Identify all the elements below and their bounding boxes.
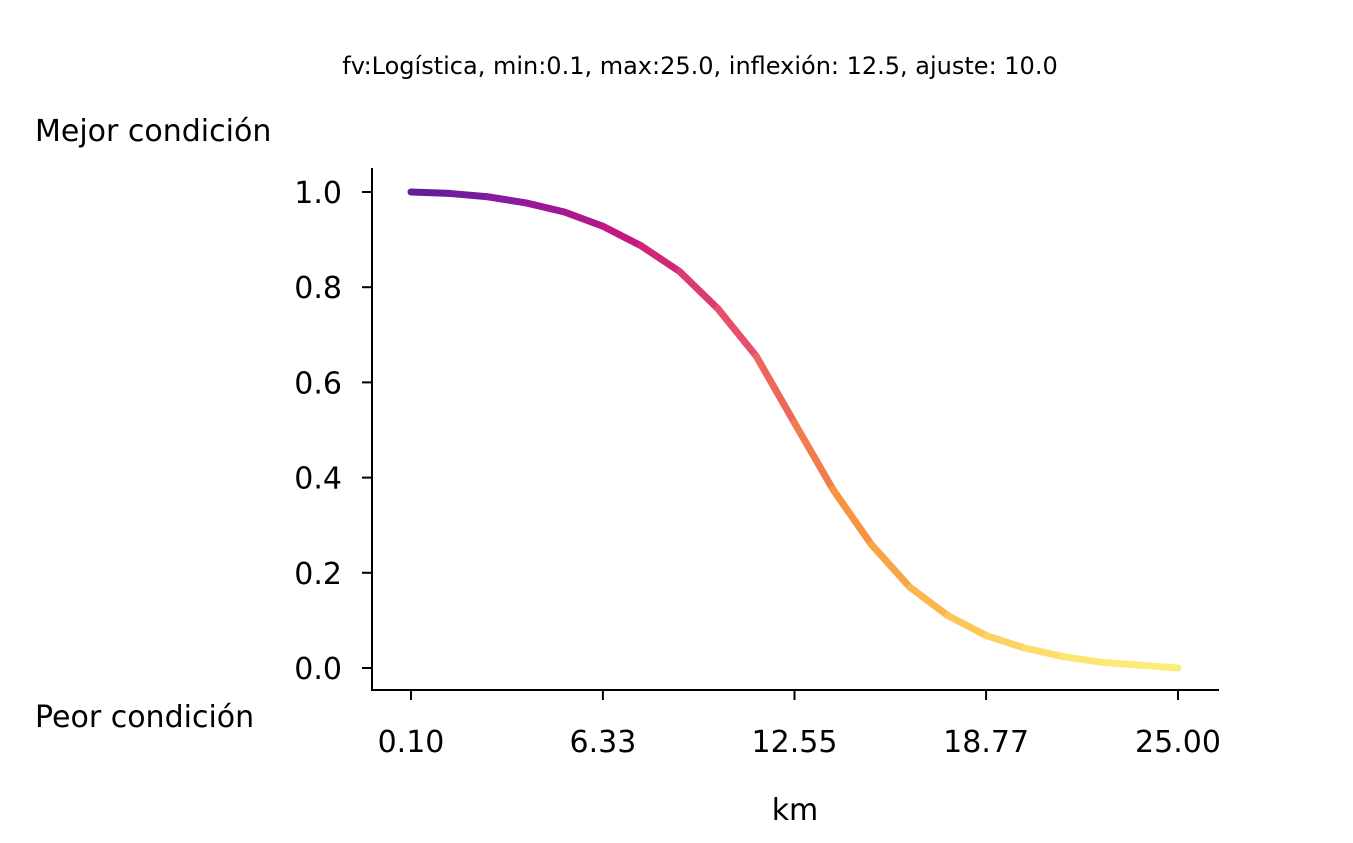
y-tick-label: 0.8 [294,271,342,306]
curve-segment [1136,661,1182,672]
curve-segment [867,540,914,591]
curve-segment [446,189,492,201]
curve-segment [407,188,454,197]
curve-segment [944,612,990,640]
curve-segment [829,486,875,548]
y-tick-label: 0.2 [294,557,342,592]
curve-segment [752,352,798,427]
curve-segment [637,242,684,275]
curve-segment [599,222,645,250]
curve-segment [484,193,530,207]
chart-title: fv:Logística, min:0.1, max:25.0, inflexi… [342,52,1057,80]
y-label-top: Mejor condición [35,114,271,149]
y-label-bottom: Peor condición [35,700,254,735]
x-tick-label: 25.00 [1135,725,1221,760]
curve-segment [1021,644,1067,661]
curve-segment [560,208,607,230]
curve-segment [982,632,1029,652]
x-axis-label: km [772,793,819,828]
y-tick-label: 0.0 [294,652,342,687]
y-tick-label: 0.6 [294,366,342,401]
curve-segment [522,199,568,216]
curve-segment [791,419,837,493]
series-line [407,188,1182,672]
curve-segment [1059,653,1105,666]
x-tick-label: 18.77 [943,725,1029,760]
y-tick-label: 1.0 [294,176,342,211]
curve-segment [676,267,722,313]
curve-segment [714,305,760,360]
x-ticks: 0.10 6.33 12.55 18.77 25.00 [378,690,1221,760]
y-tick-label: 0.4 [294,462,342,497]
curve-segment [906,583,952,620]
curve-segment [1097,658,1144,669]
y-ticks: 0.0 0.2 0.4 0.6 0.8 1.0 [294,176,372,687]
x-tick-label: 12.55 [752,725,838,760]
x-tick-label: 0.10 [378,725,445,760]
x-tick-label: 6.33 [570,725,637,760]
